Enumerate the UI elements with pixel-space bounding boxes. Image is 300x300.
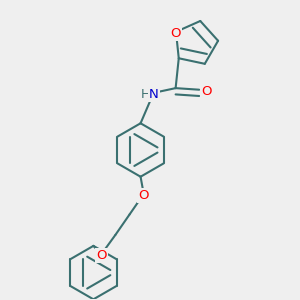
Text: O: O (201, 85, 211, 98)
Text: N: N (149, 88, 158, 101)
Text: H: H (140, 88, 150, 101)
Text: O: O (139, 189, 149, 202)
Text: O: O (171, 27, 181, 40)
Text: O: O (96, 249, 106, 262)
